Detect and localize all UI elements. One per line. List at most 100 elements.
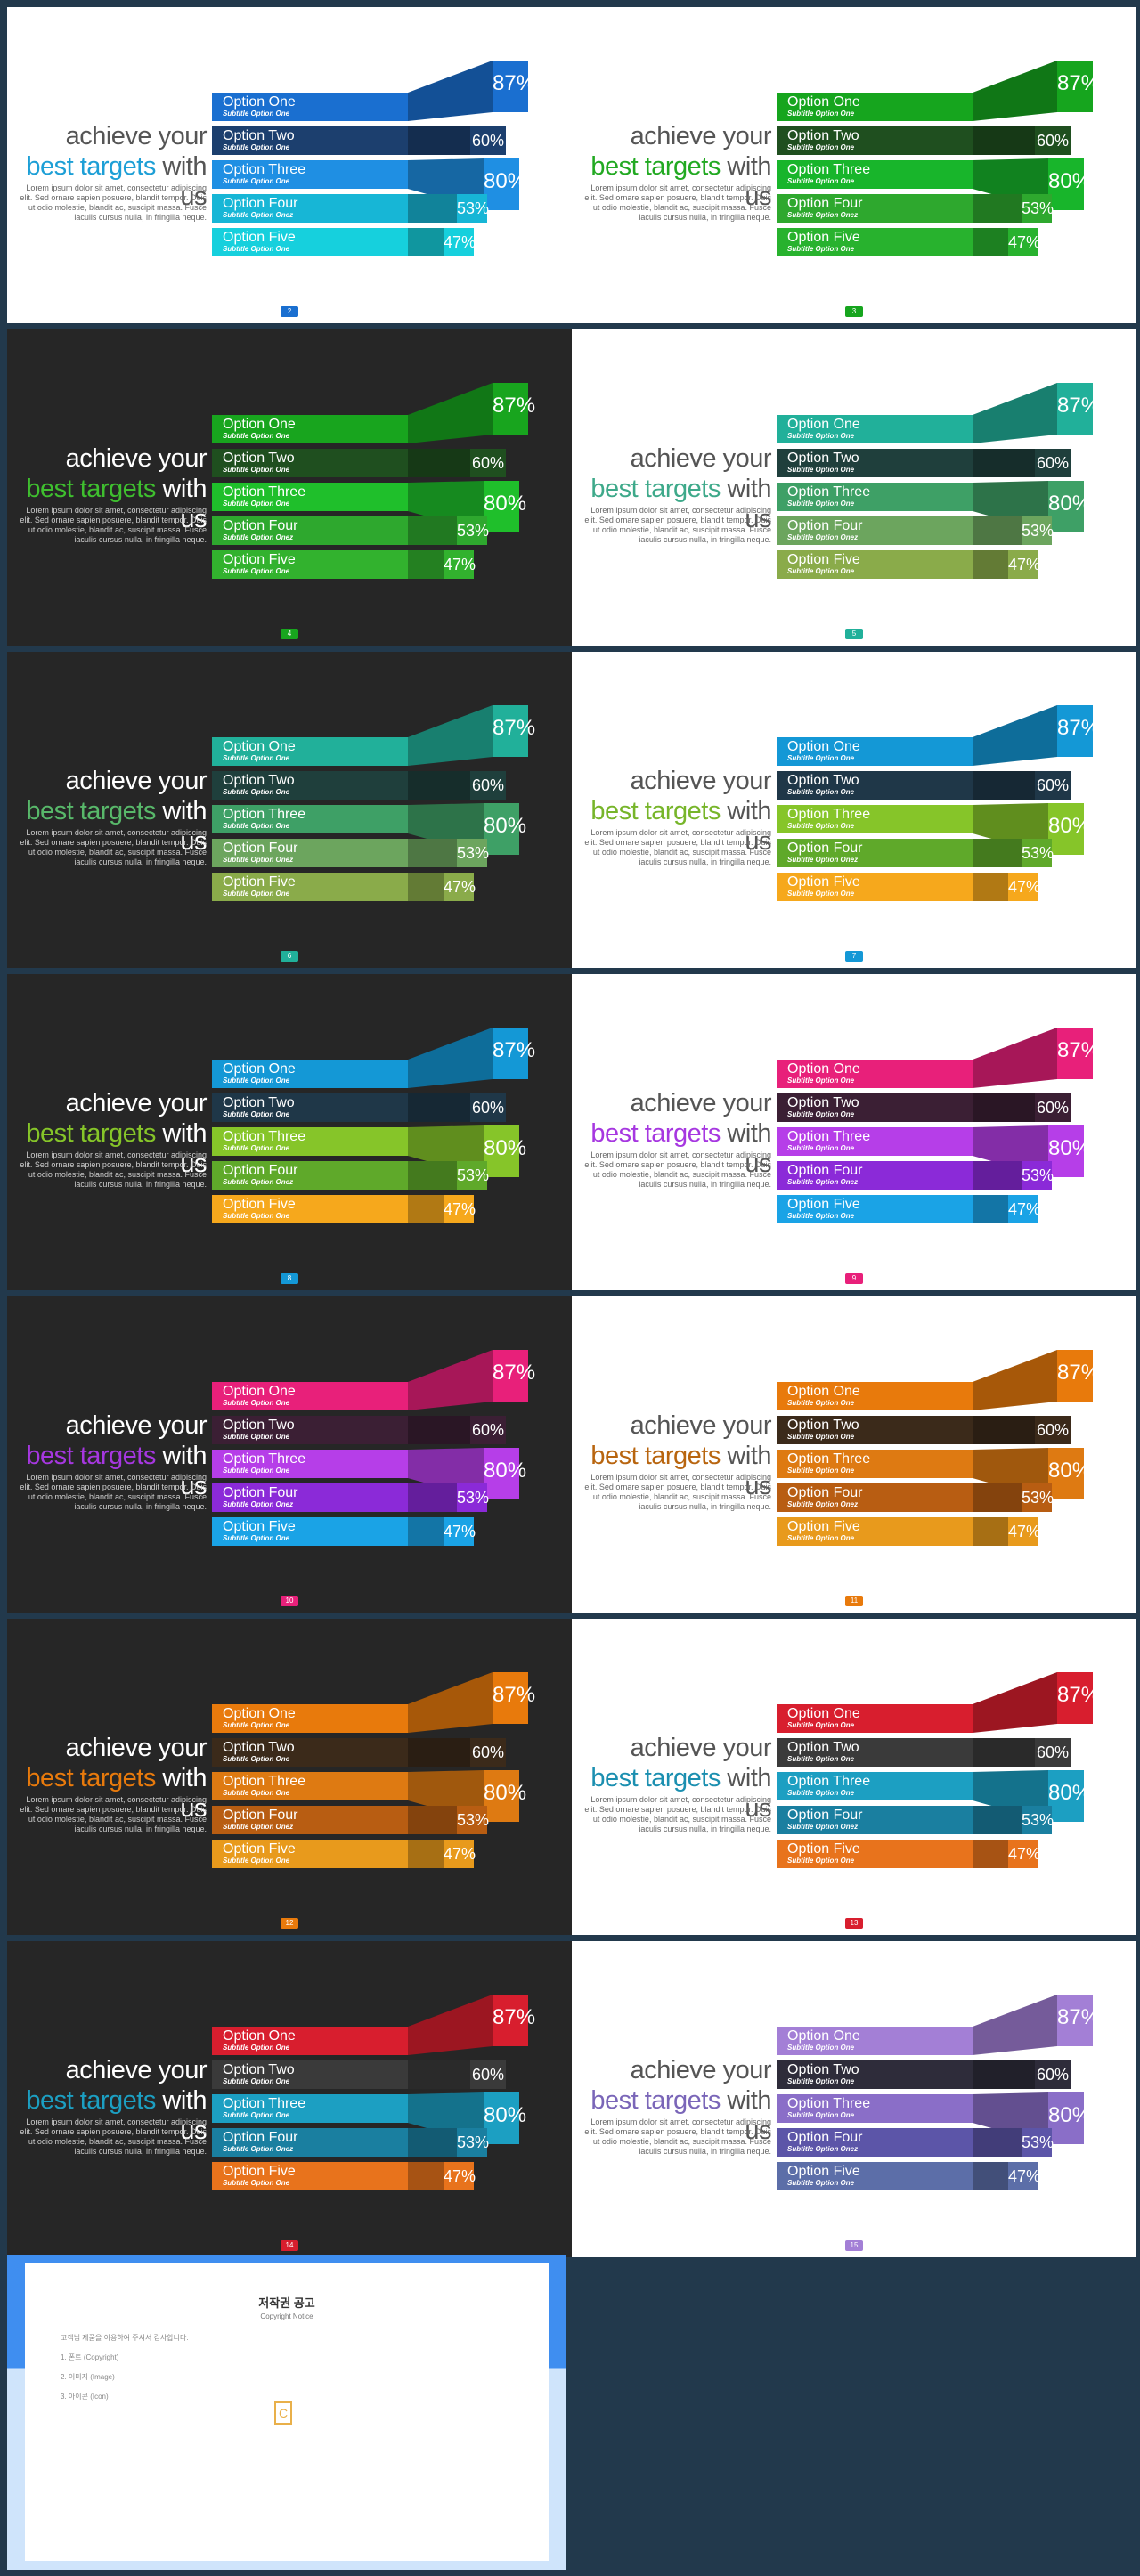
option-subtitle: Subtitle Option One [223, 1212, 290, 1220]
option-subtitle: Subtitle Option One [223, 1467, 290, 1475]
ribbon-chart [973, 1995, 1093, 2190]
headline-line2: best targets with [590, 1763, 771, 1793]
headline-with: with [162, 1764, 207, 1792]
percent-label: 60% [470, 2066, 506, 2084]
option-bar: Option Three Subtitle Option One [212, 2094, 408, 2123]
ribbon-cap [457, 839, 487, 867]
slide[interactable]: achieve your best targets with us Lorem ips… [572, 1619, 1136, 1935]
ribbon-extrusion [973, 839, 1022, 867]
percent-value: 87% [493, 1683, 536, 1707]
copyright-paragraph: 2. 이미지 (Image) [61, 2373, 115, 2381]
option-bar: Option Two Subtitle Option One [212, 1093, 408, 1122]
option-bar: Option Two Subtitle Option One [777, 449, 973, 477]
ribbon-extrusion [408, 1517, 444, 1546]
headline-with: with [727, 2086, 771, 2115]
ribbon-cap [493, 1995, 528, 2046]
ribbon-cap [1048, 1770, 1084, 1822]
percent-value: 53% [1022, 844, 1054, 862]
page-number: 11 [845, 1596, 863, 1606]
ribbon-extrusion [408, 2162, 444, 2190]
ribbon-cap [1008, 2162, 1038, 2190]
option-label: Option Two [787, 2062, 859, 2077]
headline-line2: best targets with [26, 1118, 207, 1149]
option-label: Option One [223, 739, 296, 754]
slide[interactable]: achieve your best targets with us Lorem ips… [7, 652, 572, 968]
percent-label: 87% [1057, 71, 1100, 96]
slide[interactable]: achieve your best targets with us Lorem ips… [7, 329, 572, 646]
ribbon-cap [1035, 1093, 1071, 1122]
slide[interactable]: achieve your best targets with us Lorem ips… [7, 974, 572, 1290]
ribbon-extrusion [973, 449, 1035, 477]
ribbon-cap [493, 61, 528, 112]
percent-label: 60% [470, 454, 506, 473]
slide-body-text: Lorem ipsum dolor sit amet, consectetur … [584, 1150, 771, 1189]
ribbon-extrusion [408, 1840, 444, 1868]
copyright-paragraph: 고객님 제품을 이용하여 주셔서 감사합니다. [61, 2334, 189, 2342]
option-subtitle: Subtitle Option One [223, 1534, 290, 1542]
option-bar: Option Four Subtitle Option Onez [212, 839, 408, 867]
option-subtitle: Subtitle Option One [223, 1110, 290, 1118]
option-label: Option Three [787, 162, 871, 177]
option-label: Option Four [787, 2130, 863, 2145]
option-label: Option Three [787, 484, 871, 500]
option-subtitle: Subtitle Option One [223, 466, 290, 474]
ribbon-cap [1008, 873, 1038, 901]
option-subtitle: Subtitle Option One [787, 890, 855, 898]
option-subtitle: Subtitle Option One [787, 1789, 855, 1797]
headline-line1: achieve your [65, 1734, 208, 1762]
percent-label: 53% [457, 1489, 489, 1507]
option-label: Option Two [223, 2062, 295, 2077]
headline-line2: best targets with [26, 474, 207, 504]
page-number: 15 [845, 2240, 863, 2251]
slide[interactable]: achieve your best targets with us Lorem ips… [572, 1296, 1136, 1613]
slide[interactable]: achieve your best targets with us Lorem ips… [7, 1296, 572, 1613]
option-subtitle: Subtitle Option One [223, 1857, 290, 1865]
option-label: Option Five [223, 874, 296, 890]
percent-label: 80% [1048, 492, 1091, 516]
slide[interactable]: achieve your best targets with us Lorem ips… [572, 974, 1136, 1290]
ribbon-cap [1057, 1350, 1093, 1402]
percent-value: 53% [1022, 1166, 1054, 1184]
ribbon-cap [444, 550, 474, 579]
slide[interactable]: achieve your best targets with us Lorem ips… [572, 1941, 1136, 2257]
ribbon-extrusion [408, 1483, 457, 1512]
percent-value: 60% [1036, 1421, 1070, 1439]
slide[interactable]: achieve your best targets with us Lorem ips… [572, 329, 1136, 646]
ribbon-extrusion [408, 383, 493, 443]
percent-label: 60% [470, 776, 506, 795]
percent-label: 47% [1008, 2167, 1040, 2186]
option-bar: Option Four Subtitle Option Onez [777, 2128, 973, 2157]
option-subtitle: Subtitle Option One [223, 1721, 290, 1729]
headline-with: with [727, 1442, 771, 1470]
option-subtitle: Subtitle Option One [787, 754, 855, 762]
option-label: Option Five [787, 230, 860, 245]
slide[interactable]: achieve your best targets with us Lorem ips… [7, 1941, 572, 2257]
option-label: Option Five [787, 1519, 860, 1534]
option-label: Option Three [223, 484, 306, 500]
ribbon-chart [973, 1028, 1093, 1223]
slide[interactable]: achieve your best targets with us Lorem ips… [7, 1619, 572, 1935]
option-label: Option One [223, 417, 296, 432]
option-subtitle: Subtitle Option One [787, 245, 855, 253]
percent-value: 80% [484, 492, 527, 516]
percent-value: 60% [1036, 776, 1070, 794]
ribbon-cap [484, 2092, 519, 2144]
percent-label: 87% [493, 1361, 535, 1386]
percent-value: 60% [471, 1743, 505, 1761]
option-label: Option Four [223, 518, 298, 533]
option-subtitle: Subtitle Option One [223, 2111, 290, 2119]
option-bar: Option One Subtitle Option One [212, 93, 408, 121]
slide[interactable]: achieve your best targets with us Lorem ips… [572, 7, 1136, 323]
ribbon-extrusion [408, 228, 444, 256]
option-label: Option One [787, 1706, 860, 1721]
slide[interactable]: achieve your best targets with us Lorem ips… [572, 652, 1136, 968]
ribbon-cap [470, 2060, 506, 2089]
option-bar: Option Two Subtitle Option One [777, 126, 973, 155]
option-label: Option Three [223, 1451, 306, 1467]
option-bar: Option One Subtitle Option One [212, 1060, 408, 1088]
slide-body-text: Lorem ipsum dolor sit amet, consectetur … [20, 828, 207, 866]
ribbon-cap [1057, 61, 1093, 112]
slide-headline: achieve your best targets with us [26, 2055, 207, 2146]
option-bar: Option Three Subtitle Option One [212, 160, 408, 189]
slide[interactable]: achieve your best targets with us Lorem ips… [7, 7, 572, 323]
